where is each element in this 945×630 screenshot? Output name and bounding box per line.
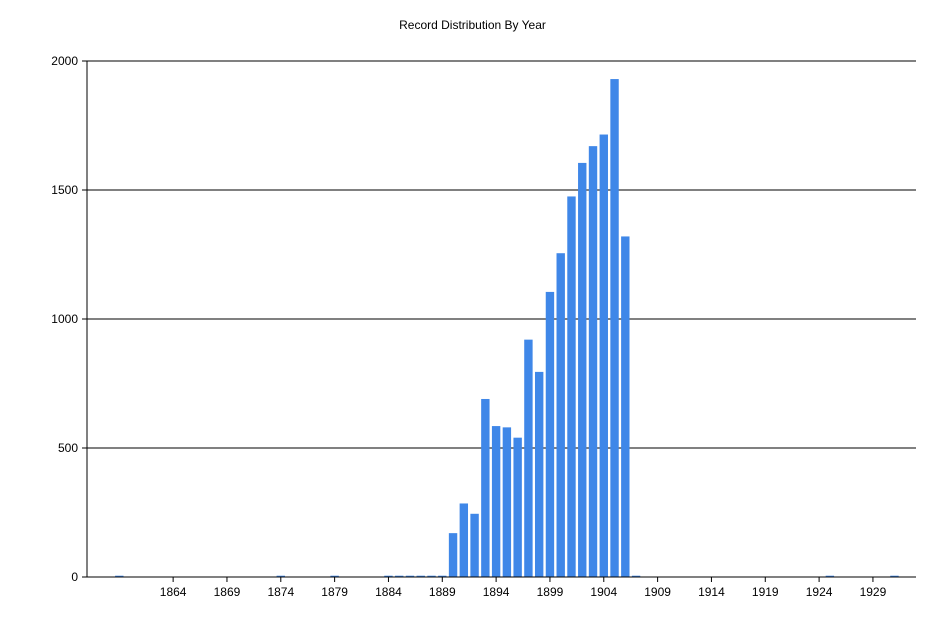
x-tick-label: 1909 <box>644 585 671 599</box>
bar <box>459 503 469 577</box>
bar <box>621 236 630 577</box>
bar <box>405 575 415 577</box>
bar <box>384 575 393 577</box>
x-tick-label: 1874 <box>267 585 294 599</box>
chart-title: Record Distribution By Year <box>399 18 546 32</box>
bar <box>115 575 124 577</box>
bar <box>631 575 641 577</box>
bar <box>416 575 425 577</box>
y-tick-label: 1500 <box>51 183 78 197</box>
y-tick-label: 1000 <box>51 312 78 326</box>
x-tick-label: 1864 <box>160 585 187 599</box>
y-tick-label: 2000 <box>51 54 78 68</box>
bar <box>470 513 479 577</box>
bar <box>330 575 339 577</box>
x-tick-label: 1884 <box>375 585 402 599</box>
bar <box>427 575 436 577</box>
bar <box>448 533 458 577</box>
x-tick-label: 1889 <box>429 585 456 599</box>
bar <box>556 253 565 577</box>
x-tick-label: 1894 <box>483 585 510 599</box>
bar <box>825 575 835 577</box>
bar <box>599 134 608 577</box>
bar <box>513 437 522 577</box>
bar <box>276 575 285 577</box>
x-tick-label: 1919 <box>752 585 779 599</box>
y-tick-label: 0 <box>71 570 78 584</box>
x-tick-label: 1929 <box>860 585 887 599</box>
bar <box>491 426 501 577</box>
bar <box>502 427 512 577</box>
x-tick-label: 1899 <box>537 585 564 599</box>
bar <box>481 398 490 577</box>
x-tick-label: 1869 <box>214 585 241 599</box>
x-tick-label: 1879 <box>321 585 348 599</box>
bar <box>890 575 899 577</box>
bar <box>610 79 619 577</box>
bar <box>534 371 544 577</box>
bar <box>395 575 404 577</box>
bar <box>524 339 533 577</box>
x-tick-label: 1924 <box>806 585 833 599</box>
bar <box>567 196 576 577</box>
bar <box>545 291 555 577</box>
bar <box>578 162 587 577</box>
bar <box>438 575 447 577</box>
x-tick-label: 1914 <box>698 585 725 599</box>
y-tick-label: 500 <box>58 441 78 455</box>
x-tick-label: 1904 <box>590 585 617 599</box>
bar <box>588 146 598 577</box>
